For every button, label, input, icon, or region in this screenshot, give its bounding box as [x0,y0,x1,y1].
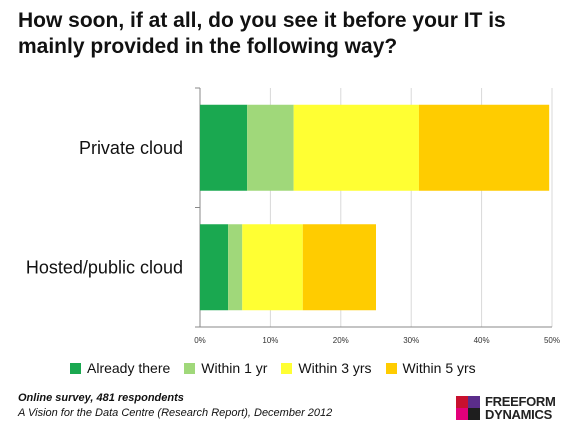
x-tick-label: 30% [403,336,419,345]
legend-item: Within 5 yrs [385,360,476,376]
footer-survey-note: Online survey, 481 respondents [18,392,184,404]
legend-label: Within 5 yrs [402,360,476,376]
x-tick-label: 0% [194,336,206,345]
footer: Online survey, 481 respondents A Vision … [18,391,332,421]
bar-segment [293,104,419,191]
legend-label: Already there [87,360,171,376]
legend: Already there Within 1 yr Within 3 yrs With… [70,360,490,376]
legend-swatch [70,362,81,374]
chart-title: How soon, if at all, do you see it befor… [18,9,506,58]
bar-segment [200,224,229,311]
category-label: Hosted/public cloud [26,257,183,277]
chart-area: 0% 10% 20% 30% 40% 50% Private cloud Hosted/pub… [26,87,560,345]
legend-item: Within 1 yr [184,360,267,376]
bar-segment [247,104,294,191]
legend-swatch [184,362,196,374]
x-tick-label: 50% [544,336,560,345]
x-tick-label: 40% [474,336,490,345]
legend-label: Within 1 yr [201,360,268,376]
logo-text-line1: FREEFORM [485,394,556,409]
footer-source: A Vision for the Data Centre (Research R… [18,407,333,419]
bar-segment [302,224,376,311]
legend-label: Within 3 yrs [298,360,372,376]
category-label: Private cloud [79,138,183,158]
legend-swatch [385,362,397,374]
x-tick-label: 20% [333,336,349,345]
legend-swatch [281,362,293,374]
legend-item: Already there [70,360,170,376]
freeform-dynamics-logo: FREEFORM DYNAMICS [455,393,575,425]
logo-text-line2: DYNAMICS [485,407,552,422]
logo-mark-icon [456,396,480,420]
bar-segment [200,104,248,191]
bar-segment [242,224,303,311]
bar-segment [228,224,243,311]
x-tick-label: 10% [262,336,278,345]
bar-segment [418,104,550,191]
legend-item: Within 3 yrs [281,360,372,376]
